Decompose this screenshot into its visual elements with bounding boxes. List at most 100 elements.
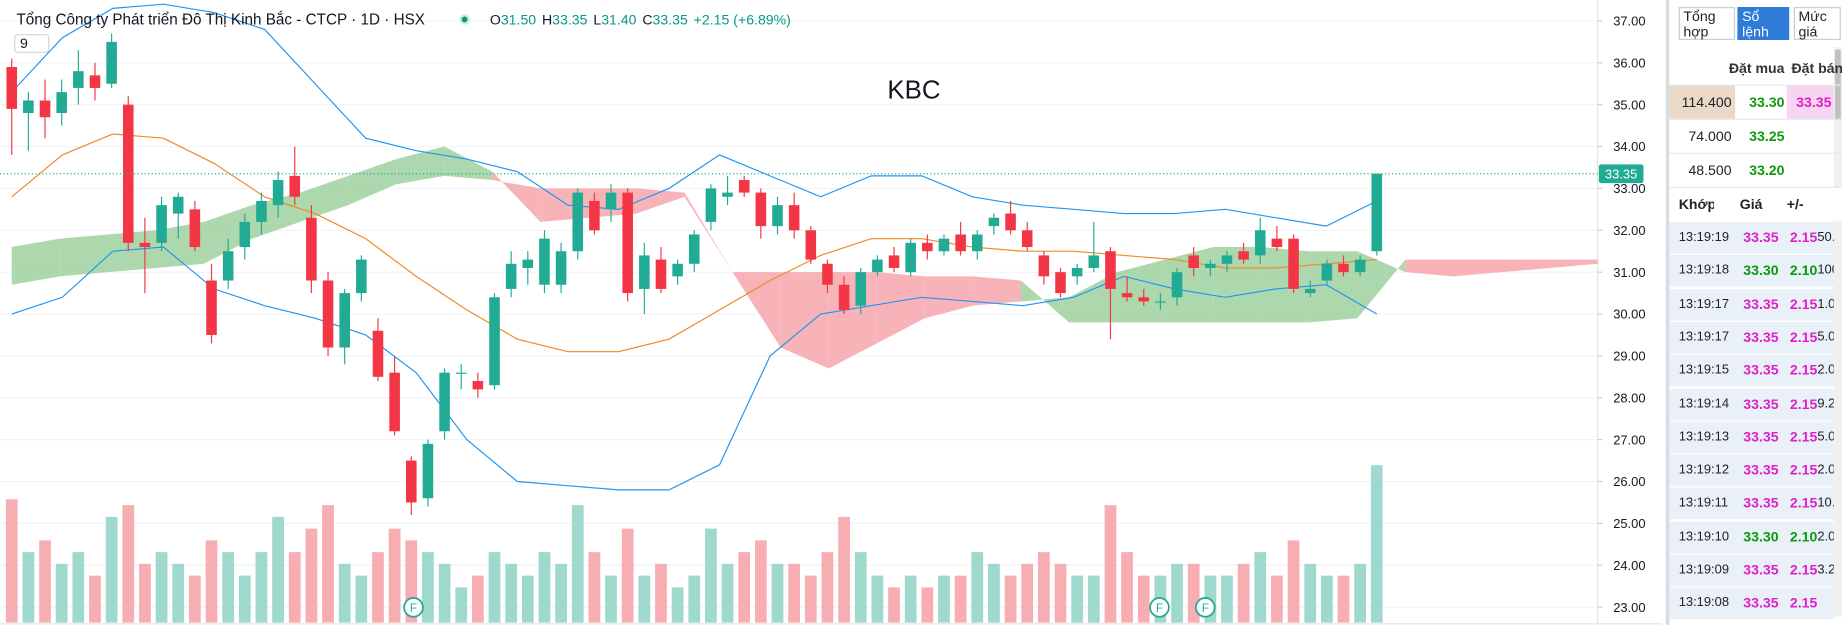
cell: 33.35	[1743, 328, 1779, 346]
y-tick-label: 33.00	[1613, 181, 1645, 196]
candle-body	[522, 259, 534, 268]
ohlc-key: L	[593, 11, 602, 29]
cell: 33.35	[1743, 395, 1779, 412]
event-marker-label: F	[1156, 602, 1163, 615]
volume-bar	[1121, 552, 1133, 623]
symbol-watermark: KBC	[887, 77, 940, 105]
cell-bg	[1786, 85, 1834, 119]
candle-body	[872, 259, 883, 273]
cell: 2.15	[1789, 328, 1818, 346]
volume-bar	[1087, 575, 1100, 623]
candle-body	[772, 205, 783, 227]
volume-bar	[605, 575, 617, 623]
candle-body	[1354, 259, 1366, 273]
cell: 33.35	[1743, 594, 1779, 612]
bollinger	[11, 3, 1378, 491]
cell: 33.35	[1743, 561, 1779, 578]
cell: 33.35	[1743, 495, 1779, 512]
cell-bg	[1669, 84, 1842, 86]
y-tick-label: 30.00	[1613, 307, 1645, 322]
volume-bar	[5, 499, 18, 623]
volume-bar	[55, 563, 68, 623]
volume-bar	[938, 575, 950, 623]
volume-bar	[72, 552, 85, 623]
volume-bar	[721, 563, 734, 623]
volume-bar	[1237, 563, 1250, 623]
volume-bar	[754, 540, 767, 623]
cloud-segment	[1117, 259, 1166, 323]
y-tick-label: 27.00	[1613, 432, 1645, 447]
candle-body	[206, 280, 217, 335]
candle-body	[505, 263, 517, 289]
cloud-segment	[444, 146, 493, 181]
volume-bar	[22, 552, 35, 623]
candle-body	[988, 217, 1000, 227]
cell: 33.35	[1796, 93, 1832, 111]
volume-bar	[488, 552, 501, 623]
event-marker-label: F	[1202, 602, 1209, 615]
volume-bar	[1071, 575, 1084, 623]
cloud-segment	[1549, 259, 1598, 268]
order-panel: Tổng hợp Sổ lệnh Mức giá Đặt mua Đặt bán 114…	[1665, 0, 1842, 625]
volume-bar	[205, 540, 218, 623]
candle-body	[1254, 230, 1266, 256]
cell: 13:19:12	[1678, 462, 1730, 478]
volume-bar	[455, 587, 468, 623]
cell: 13:19:18	[1678, 263, 1730, 278]
volume-bar	[954, 575, 967, 623]
cell: 13:19:13	[1678, 429, 1730, 444]
candle-body	[156, 205, 167, 243]
last-price-label: 33.35	[1605, 166, 1637, 181]
volume-bar	[738, 552, 751, 623]
scrollbar[interactable]	[1833, 46, 1842, 617]
candle-body	[339, 293, 350, 348]
ohlc-value: 31.40	[601, 11, 637, 29]
volume-bar	[155, 552, 168, 623]
candle-body	[1188, 255, 1199, 268]
candle-body	[639, 255, 650, 289]
last-price-box	[1598, 164, 1644, 184]
cell: 33.30	[1743, 528, 1779, 545]
candle-body	[1071, 267, 1083, 277]
cloud-segment	[1453, 259, 1502, 277]
event-marker	[1195, 597, 1216, 618]
volume-bar	[588, 552, 601, 623]
volume-bar	[238, 575, 251, 623]
volume-bar	[821, 552, 834, 623]
volume-bar	[671, 587, 684, 623]
cell-bg	[1669, 487, 1834, 520]
candle-body	[73, 71, 84, 88]
cell: 2.15	[1789, 461, 1818, 479]
cell: 5.0	[1817, 429, 1834, 444]
volume-bar	[39, 540, 51, 623]
cell: 33.35	[1743, 362, 1779, 379]
volume-bar	[1254, 552, 1267, 623]
volume-bar	[338, 563, 351, 623]
indicator-input[interactable]: 9	[14, 34, 50, 53]
tab[interactable]: Tổng hợp	[1678, 7, 1736, 40]
volume-bar	[1271, 575, 1283, 623]
cloud-segment	[1357, 251, 1406, 319]
cell: 33.35	[1743, 229, 1779, 246]
y-tick-label: 24.00	[1613, 558, 1645, 573]
tab[interactable]: Sổ lệnh	[1737, 7, 1790, 40]
cell-bg	[1669, 321, 1834, 354]
volume-bar	[988, 563, 1000, 623]
tab[interactable]: Mức giá	[1793, 7, 1841, 40]
candle-body	[89, 75, 101, 88]
candle-body	[372, 330, 384, 377]
volume-bar	[122, 505, 135, 623]
candle-body	[555, 251, 567, 285]
event-marker-label: F	[410, 602, 417, 615]
volume-bar	[871, 575, 884, 623]
candle-body	[139, 242, 151, 248]
candle-body	[905, 242, 916, 273]
volume-bar	[655, 563, 667, 623]
y-tick-label: 25.00	[1613, 516, 1645, 531]
volume-bar	[705, 528, 717, 623]
tabs: Tổng hợp Sổ lệnh Mức giá	[1678, 7, 1842, 42]
candle-body	[938, 238, 950, 252]
volume-bar	[1104, 505, 1117, 623]
y-tick-label: 34.00	[1613, 139, 1645, 154]
volume-bar	[621, 528, 634, 623]
